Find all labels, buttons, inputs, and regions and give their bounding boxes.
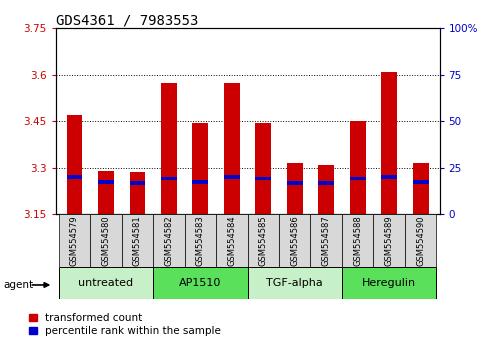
Text: untreated: untreated: [78, 278, 133, 288]
Text: AP1510: AP1510: [179, 278, 222, 288]
Bar: [279, 214, 311, 267]
Bar: [67, 115, 82, 214]
Bar: [256, 177, 271, 181]
Bar: [413, 163, 428, 214]
Text: GSM554580: GSM554580: [101, 215, 111, 266]
Legend: transformed count, percentile rank within the sample: transformed count, percentile rank withi…: [29, 313, 221, 336]
Bar: [405, 214, 436, 267]
Text: Heregulin: Heregulin: [362, 278, 416, 288]
Bar: [373, 214, 405, 267]
Text: GSM554587: GSM554587: [322, 215, 331, 266]
Bar: [248, 267, 342, 299]
Text: GSM554584: GSM554584: [227, 215, 236, 266]
Text: GSM554586: GSM554586: [290, 215, 299, 266]
Bar: [98, 180, 114, 183]
Text: GSM554583: GSM554583: [196, 215, 205, 266]
Text: GSM554581: GSM554581: [133, 215, 142, 266]
Bar: [216, 214, 248, 267]
Bar: [153, 267, 248, 299]
Bar: [311, 214, 342, 267]
Text: GSM554589: GSM554589: [384, 215, 394, 266]
Bar: [129, 172, 145, 214]
Bar: [185, 214, 216, 267]
Bar: [59, 267, 153, 299]
Bar: [224, 175, 240, 179]
Bar: [153, 214, 185, 267]
Text: agent: agent: [4, 280, 34, 290]
Bar: [129, 181, 145, 185]
Bar: [413, 180, 428, 183]
Text: GSM554590: GSM554590: [416, 216, 425, 266]
Bar: [122, 214, 153, 267]
Text: GSM554582: GSM554582: [164, 215, 173, 266]
Bar: [192, 180, 208, 183]
Bar: [161, 177, 177, 181]
Bar: [248, 214, 279, 267]
Text: GDS4361 / 7983553: GDS4361 / 7983553: [56, 13, 198, 27]
Bar: [59, 214, 90, 267]
Bar: [224, 82, 240, 214]
Bar: [287, 181, 303, 185]
Bar: [67, 175, 82, 179]
Text: TGF-alpha: TGF-alpha: [266, 278, 323, 288]
Bar: [318, 181, 334, 185]
Bar: [350, 177, 366, 181]
Text: GSM554579: GSM554579: [70, 215, 79, 266]
Text: GSM554585: GSM554585: [259, 215, 268, 266]
Bar: [318, 165, 334, 214]
Text: GSM554588: GSM554588: [353, 215, 362, 266]
Bar: [342, 214, 373, 267]
Bar: [342, 267, 436, 299]
Bar: [256, 123, 271, 214]
Bar: [192, 123, 208, 214]
Bar: [381, 175, 397, 179]
Bar: [161, 82, 177, 214]
Bar: [98, 171, 114, 214]
Bar: [381, 72, 397, 214]
Bar: [90, 214, 122, 267]
Bar: [350, 121, 366, 214]
Bar: [287, 163, 303, 214]
